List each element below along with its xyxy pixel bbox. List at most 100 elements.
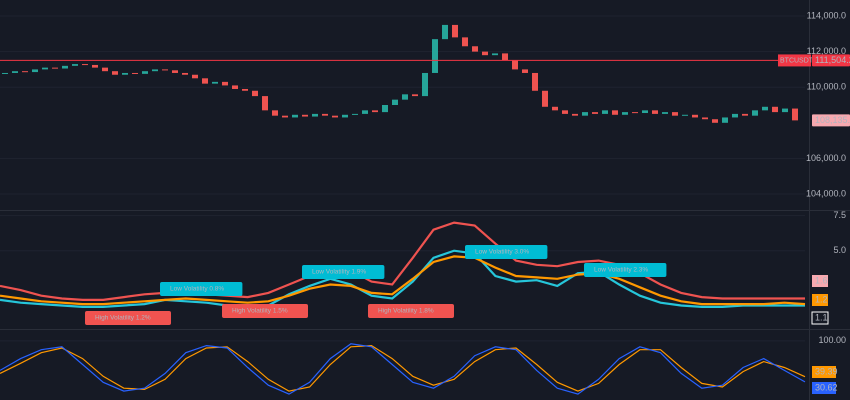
- y-tick-label: 100.00: [818, 335, 846, 345]
- candle: [472, 46, 478, 52]
- candle: [142, 71, 148, 74]
- last-value-box: [812, 275, 828, 287]
- last-value-box: [811, 311, 829, 325]
- candle: [652, 110, 658, 114]
- candle: [602, 110, 608, 114]
- candle: [542, 90, 548, 107]
- candle: [272, 110, 278, 116]
- candle: [642, 110, 648, 114]
- annotation-box: [85, 311, 171, 325]
- candle: [112, 71, 118, 75]
- annotation-label: Low Volatility 1.9%: [312, 269, 366, 276]
- y-tick-label: 104,000.0: [806, 188, 846, 198]
- candle: [582, 112, 588, 116]
- candle: [402, 94, 408, 100]
- candle: [572, 113, 578, 116]
- annotation-box: [465, 245, 548, 259]
- candle: [172, 70, 178, 73]
- candle: [712, 119, 718, 123]
- annotation-box: [368, 304, 454, 318]
- candle: [552, 106, 558, 111]
- candle: [682, 114, 688, 116]
- y-tick-label: 110,000.0: [807, 82, 846, 92]
- annotation-box: [584, 263, 667, 277]
- candle: [22, 71, 28, 73]
- last-price-label-box: [812, 114, 850, 127]
- candle: [372, 110, 378, 113]
- annotation-label: Low Volatility 3.0%: [475, 249, 529, 256]
- candle: [382, 105, 388, 113]
- ref-price-label-box: [812, 54, 850, 67]
- candle: [122, 72, 128, 75]
- y-tick-label: 5.0: [833, 245, 846, 255]
- ref-price-label: 111,504.2: [815, 55, 850, 65]
- series-line: [0, 221, 805, 301]
- candle: [212, 81, 218, 84]
- y-tick-label: 114,000.0: [807, 10, 846, 20]
- candle: [502, 53, 508, 61]
- annotation-box: [302, 265, 385, 279]
- candle: [32, 69, 38, 73]
- candle: [442, 24, 448, 40]
- candle: [362, 110, 368, 114]
- candle: [102, 67, 108, 72]
- candle: [92, 64, 98, 68]
- candle: [82, 64, 88, 66]
- candle: [732, 113, 738, 118]
- candle: [292, 114, 298, 118]
- last-price-label: 108,135.6: [815, 115, 850, 125]
- annotation-label: High Volatility 1.5%: [232, 308, 288, 315]
- candle: [312, 113, 318, 117]
- candle: [72, 64, 78, 66]
- annotation-box: [222, 304, 308, 318]
- last-value-box: [812, 366, 836, 378]
- candle: [282, 115, 288, 118]
- y-tick-label: 112,000.0: [807, 46, 846, 56]
- series-line: [0, 249, 805, 309]
- candle: [792, 108, 798, 121]
- candle: [232, 85, 238, 89]
- candle: [692, 114, 698, 118]
- candle: [532, 72, 538, 91]
- candle: [522, 69, 528, 73]
- candle: [462, 37, 468, 47]
- candle: [322, 113, 328, 116]
- candle: [482, 51, 488, 56]
- candle: [12, 71, 18, 73]
- candle: [492, 53, 498, 56]
- annotation-label: Low Volatility 2.3%: [594, 267, 648, 274]
- candle: [662, 112, 668, 114]
- candle: [612, 110, 618, 115]
- annotation-label: Low Volatility 0.8%: [170, 286, 224, 293]
- candle: [42, 67, 48, 70]
- candle: [162, 69, 168, 71]
- last-value-label: 1.2: [815, 294, 828, 304]
- candle: [672, 112, 678, 116]
- series-line: [0, 343, 806, 395]
- candle: [432, 39, 438, 73]
- candle: [702, 117, 708, 120]
- candle: [252, 90, 258, 97]
- last-value-label: 1.1: [815, 312, 828, 322]
- annotation-label: High Volatility 1.2%: [95, 315, 151, 322]
- candle: [622, 112, 628, 115]
- candle: [742, 113, 748, 116]
- candle: [152, 69, 158, 72]
- last-value-box: [812, 382, 836, 394]
- series-line: [0, 255, 806, 306]
- candle: [262, 96, 268, 111]
- candle: [392, 99, 398, 105]
- y-tick-label: 106,000.0: [806, 153, 846, 163]
- candle: [422, 72, 428, 97]
- candle: [782, 108, 788, 113]
- last-value-box: [812, 294, 828, 306]
- last-value-label: 1.6: [815, 275, 828, 285]
- candle: [722, 117, 728, 123]
- symbol-box: [778, 54, 811, 67]
- candle: [62, 65, 68, 69]
- candle: [772, 106, 778, 113]
- candle: [2, 72, 8, 74]
- candle: [302, 114, 308, 117]
- candle: [342, 114, 348, 118]
